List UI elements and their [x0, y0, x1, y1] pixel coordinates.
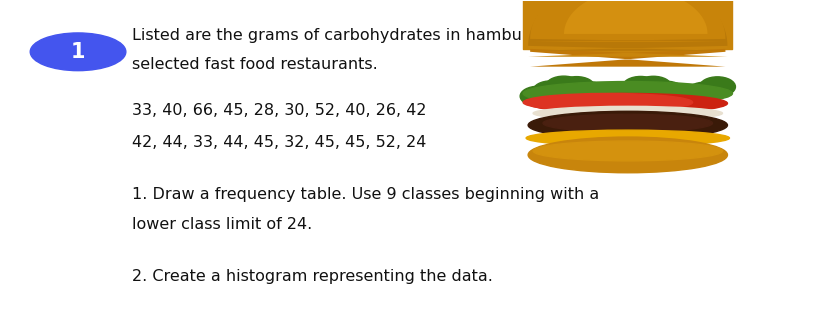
Text: lower class limit of 24.: lower class limit of 24.	[131, 217, 312, 232]
Text: 1: 1	[71, 42, 85, 62]
Ellipse shape	[584, 87, 620, 107]
Text: 1. Draw a frequency table. Use 9 classes beginning with a: 1. Draw a frequency table. Use 9 classes…	[131, 187, 599, 202]
Ellipse shape	[533, 106, 723, 120]
Ellipse shape	[571, 82, 607, 102]
Ellipse shape	[700, 77, 735, 97]
Text: 2. Create a histogram representing the data.: 2. Create a histogram representing the d…	[131, 269, 493, 284]
Circle shape	[31, 33, 126, 71]
PathPatch shape	[528, 0, 728, 57]
Ellipse shape	[528, 93, 728, 113]
Ellipse shape	[635, 76, 672, 96]
PathPatch shape	[528, 0, 728, 51]
Ellipse shape	[648, 81, 684, 101]
Ellipse shape	[533, 81, 569, 101]
Text: Listed are the grams of carbohydrates in hamburgers at: Listed are the grams of carbohydrates in…	[131, 28, 585, 43]
Ellipse shape	[674, 87, 710, 107]
Text: 42, 44, 33, 44, 45, 32, 45, 45, 52, 24: 42, 44, 33, 44, 45, 32, 45, 45, 52, 24	[131, 135, 426, 150]
Ellipse shape	[546, 76, 581, 96]
Ellipse shape	[543, 114, 713, 132]
Ellipse shape	[609, 82, 646, 101]
Ellipse shape	[528, 111, 728, 139]
PathPatch shape	[564, 0, 708, 34]
PathPatch shape	[530, 0, 725, 42]
Ellipse shape	[528, 137, 728, 173]
Ellipse shape	[523, 93, 692, 111]
Text: 33, 40, 66, 45, 28, 30, 52, 40, 26, 42: 33, 40, 66, 45, 28, 30, 52, 40, 26, 42	[131, 103, 426, 118]
Ellipse shape	[623, 76, 658, 96]
Text: selected fast food restaurants.: selected fast food restaurants.	[131, 57, 377, 72]
Ellipse shape	[526, 130, 729, 146]
Ellipse shape	[523, 82, 733, 105]
Ellipse shape	[686, 82, 723, 102]
Ellipse shape	[520, 86, 556, 106]
Ellipse shape	[533, 141, 723, 161]
PathPatch shape	[558, 0, 708, 38]
PathPatch shape	[530, 0, 725, 67]
Ellipse shape	[661, 87, 697, 106]
Ellipse shape	[558, 77, 595, 96]
Ellipse shape	[597, 87, 633, 107]
